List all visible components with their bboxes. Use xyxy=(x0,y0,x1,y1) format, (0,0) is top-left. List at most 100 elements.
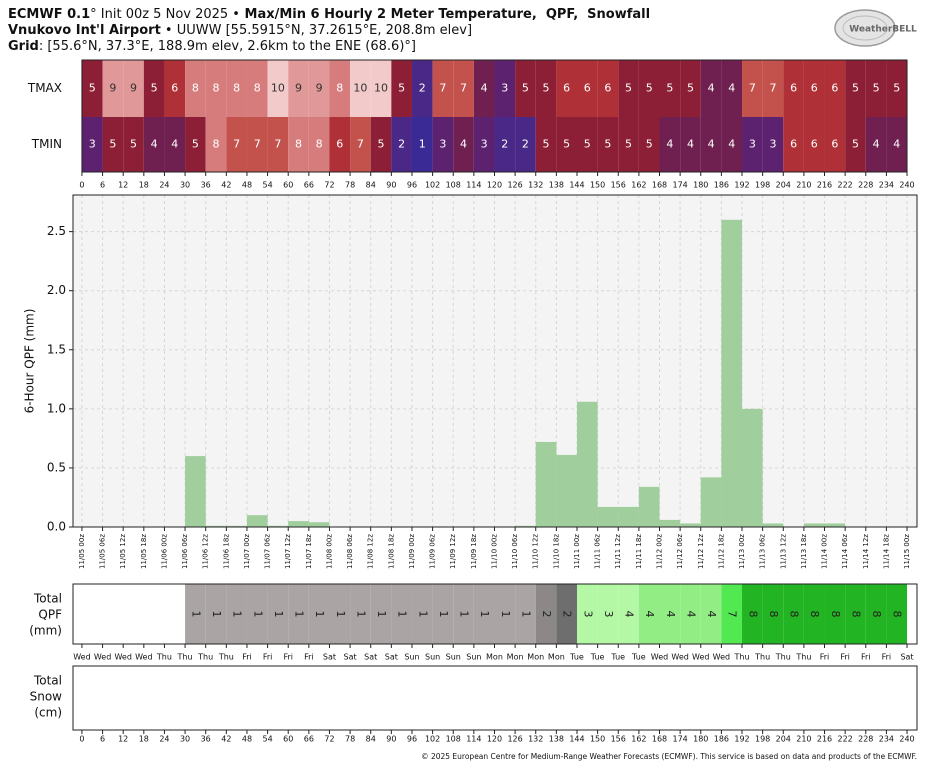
panel-label: (cm) xyxy=(34,706,62,720)
temp-cell xyxy=(123,117,144,172)
header-segment: Vnukovo Int'l Airport xyxy=(8,23,161,38)
header-segment: Max/Min 6 Hourly 2 Meter Temperature, QP… xyxy=(240,7,650,22)
temp-label: 5 xyxy=(873,82,880,95)
temp-cell xyxy=(515,117,536,172)
qpf-label: 4 xyxy=(623,611,636,618)
temp-cell xyxy=(164,117,186,172)
x-tick-label: 216 xyxy=(817,735,832,744)
temp-cell xyxy=(370,60,392,117)
x-tick-label: 11/09 00z xyxy=(408,534,416,569)
x-tick-label: 72 xyxy=(324,735,334,744)
panel-frame xyxy=(72,583,918,645)
x-tick-label: 11/10 00z xyxy=(490,534,498,569)
x-tick-label: 240 xyxy=(899,181,914,190)
x-tick-label: 11/08 06z xyxy=(346,534,354,569)
x-tick-label: 11/08 00z xyxy=(325,534,333,569)
temp-cell xyxy=(762,60,784,117)
y-tick-label: 2.0 xyxy=(47,283,66,297)
temp-label: 8 xyxy=(192,82,199,95)
day-label: Sat xyxy=(900,653,913,662)
temp-label: 3 xyxy=(769,138,776,151)
qpf-label: 1 xyxy=(210,611,223,618)
day-label: Wed xyxy=(651,653,668,662)
x-tick-label: 180 xyxy=(693,181,708,190)
x-tick-label: 30 xyxy=(180,181,190,190)
day-label: Sun xyxy=(404,653,419,662)
temp-label: 9 xyxy=(295,82,302,95)
x-tick-label: 60 xyxy=(283,181,293,190)
qpf-cell xyxy=(618,584,639,644)
qpf-label: 8 xyxy=(849,611,862,618)
temp-cell xyxy=(742,117,763,172)
qpf-label: 4 xyxy=(643,611,656,618)
x-tick-label: 180 xyxy=(693,735,708,744)
qpf-label: 1 xyxy=(478,611,491,618)
x-tick-label: 228 xyxy=(858,181,873,190)
y-tick-label: 0.0 xyxy=(47,520,66,534)
x-tick-label: 114 xyxy=(466,181,481,190)
x-tick-label: 210 xyxy=(796,735,811,744)
temp-label: 7 xyxy=(460,82,467,95)
x-tick-label: 210 xyxy=(796,181,811,190)
temp-cell xyxy=(288,117,309,172)
x-tick-label: 168 xyxy=(652,181,667,190)
x-tick-label: 120 xyxy=(487,181,502,190)
qpf-label: 1 xyxy=(499,611,512,618)
qpf-label: 2 xyxy=(540,611,553,618)
bar xyxy=(576,401,598,527)
x-tick-label: 90 xyxy=(386,735,396,744)
qpf-label: 2 xyxy=(561,611,574,618)
temp-cell xyxy=(576,60,598,117)
header-segment: ECMWF 0.1 xyxy=(8,7,90,22)
temp-cell xyxy=(329,60,351,117)
temp-cell xyxy=(370,117,392,172)
row-label: TMIN xyxy=(31,137,62,151)
x-tick-label: 60 xyxy=(283,735,293,744)
qpf-label: 8 xyxy=(829,611,842,618)
qpf-cell xyxy=(226,584,247,644)
qpf-cell xyxy=(411,584,433,644)
x-tick-label: 18 xyxy=(139,181,149,190)
temp-cell xyxy=(865,117,887,172)
x-tick-label: 11/15 00z xyxy=(903,534,911,569)
day-label: Fri xyxy=(242,653,252,662)
x-tick-label: 96 xyxy=(407,181,417,190)
temp-cell xyxy=(783,117,804,172)
x-tick-label: 222 xyxy=(838,181,853,190)
temp-label: 6 xyxy=(811,82,818,95)
day-label: Fri xyxy=(820,653,830,662)
x-tick-label: 138 xyxy=(549,181,564,190)
y-tick-label: 1.0 xyxy=(47,401,66,415)
y-tick-label: 0.5 xyxy=(47,460,66,474)
day-label: Sat xyxy=(364,653,377,662)
x-tick-label: 0 xyxy=(79,735,84,744)
bar xyxy=(535,441,557,527)
header-line: Vnukovo Int'l Airport • UUWW [55.5915°N,… xyxy=(8,23,472,38)
temp-cell xyxy=(267,60,289,117)
temp-cell xyxy=(185,117,206,172)
temp-cell xyxy=(308,60,330,117)
qpf-cell xyxy=(556,584,577,644)
x-tick-label: 168 xyxy=(652,735,667,744)
x-tick-label: 150 xyxy=(590,181,605,190)
day-label: Thu xyxy=(754,653,770,662)
qpf-cell xyxy=(453,584,474,644)
x-tick-label: 192 xyxy=(734,181,749,190)
x-tick-label: 11/09 18z xyxy=(470,534,478,569)
x-tick-label: 78 xyxy=(345,735,355,744)
temp-cell xyxy=(845,60,866,117)
temp-label: 6 xyxy=(563,82,570,95)
plot-frame xyxy=(72,194,918,528)
qpf-cell xyxy=(638,584,660,644)
qpf-cell xyxy=(700,584,722,644)
day-label: Thu xyxy=(177,653,193,662)
temp-label: 5 xyxy=(893,82,900,95)
temp-cell xyxy=(329,117,351,172)
panel-label: (mm) xyxy=(29,624,62,638)
qpf-cell xyxy=(432,584,454,644)
qpf-label: 3 xyxy=(581,611,594,618)
x-tick-label: 11/06 12z xyxy=(202,534,210,569)
day-label: Fri xyxy=(263,653,273,662)
temp-cell xyxy=(721,60,743,117)
temp-label: 5 xyxy=(687,82,694,95)
